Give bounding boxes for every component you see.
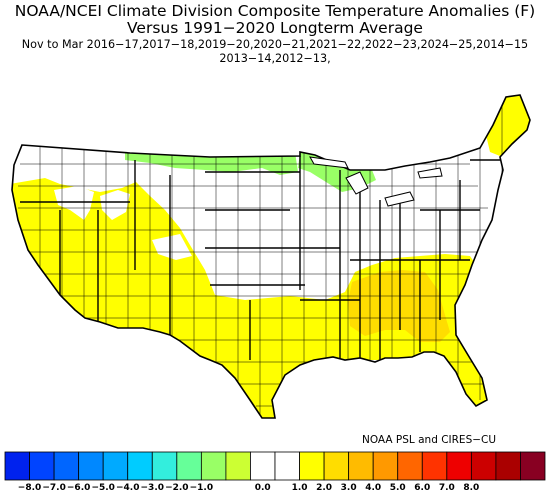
scale-tick-label: 2.0 — [316, 483, 332, 492]
season-list-continued: 2013−14,2012−13, — [219, 52, 331, 65]
scale-tick-label: 5.0 — [390, 483, 406, 492]
scale-swatch — [274, 451, 300, 481]
scale-swatch — [495, 451, 521, 481]
scale-swatch — [520, 451, 546, 481]
scale-tick-label: −6.0 — [67, 483, 90, 492]
scale-swatch — [78, 451, 104, 481]
scale-swatch — [4, 451, 30, 481]
idaho-neutral-region — [100, 190, 130, 220]
scale-swatch — [446, 451, 472, 481]
scale-swatch — [397, 451, 423, 481]
scale-swatch — [372, 451, 399, 481]
scale-swatch — [323, 451, 350, 481]
scale-tick-label: −5.0 — [91, 483, 114, 492]
scale-swatch — [176, 451, 202, 481]
map-title: NOAA/NCEI Climate Division Composite Tem… — [14, 2, 536, 20]
scale-swatch — [299, 451, 325, 481]
scale-tick-label: −8.0 — [18, 483, 41, 492]
scale-tick-label: 7.0 — [439, 483, 455, 492]
scale-tick-label: −3.0 — [141, 483, 164, 492]
scale-tick-label: −2.0 — [165, 483, 188, 492]
scale-tick-label: 0.0 — [255, 483, 271, 492]
map-subtitle: Versus 1991−2020 Longterm Average — [127, 19, 423, 37]
scale-swatch — [348, 451, 374, 481]
state-boundaries — [20, 156, 500, 360]
scale-swatch — [250, 451, 276, 481]
scale-swatch — [470, 451, 497, 481]
scale-swatch — [29, 451, 55, 481]
color-scale-legend: −8.0 −7.0 −6.0 −5.0 −4.0 −3.0 −2.0 −1.0 0.0 1.0 2.… — [4, 451, 546, 492]
scale-swatch — [151, 451, 178, 481]
lake-superior — [309, 156, 349, 169]
scale-tick-label: −4.0 — [116, 483, 139, 492]
scale-tick-label: 3.0 — [341, 483, 357, 492]
lake-erie — [384, 191, 415, 207]
scale-swatch — [127, 451, 153, 481]
scale-tick-label: −1.0 — [190, 483, 213, 492]
lake-michigan — [345, 171, 369, 195]
scale-swatch — [200, 451, 227, 481]
scale-swatch — [225, 451, 251, 481]
scale-swatch — [421, 451, 448, 481]
scale-swatch — [102, 451, 129, 481]
scale-tick-label: 6.0 — [414, 483, 430, 492]
scale-tick-label: −7.0 — [42, 483, 65, 492]
scale-tick-label: 4.0 — [365, 483, 381, 492]
season-list: Nov to Mar 2016−17,2017−18,2019−20,2020−… — [21, 38, 529, 51]
scale-swatch — [53, 451, 80, 481]
scale-tick-label: 8.0 — [463, 483, 479, 492]
lake-ontario — [417, 167, 443, 179]
scale-tick-label: 1.0 — [292, 483, 308, 492]
credit-label: NOAA PSL and CIRES−CU — [362, 434, 497, 446]
us-climate-division-map — [11, 94, 531, 419]
southeast-warm-region — [348, 270, 450, 342]
